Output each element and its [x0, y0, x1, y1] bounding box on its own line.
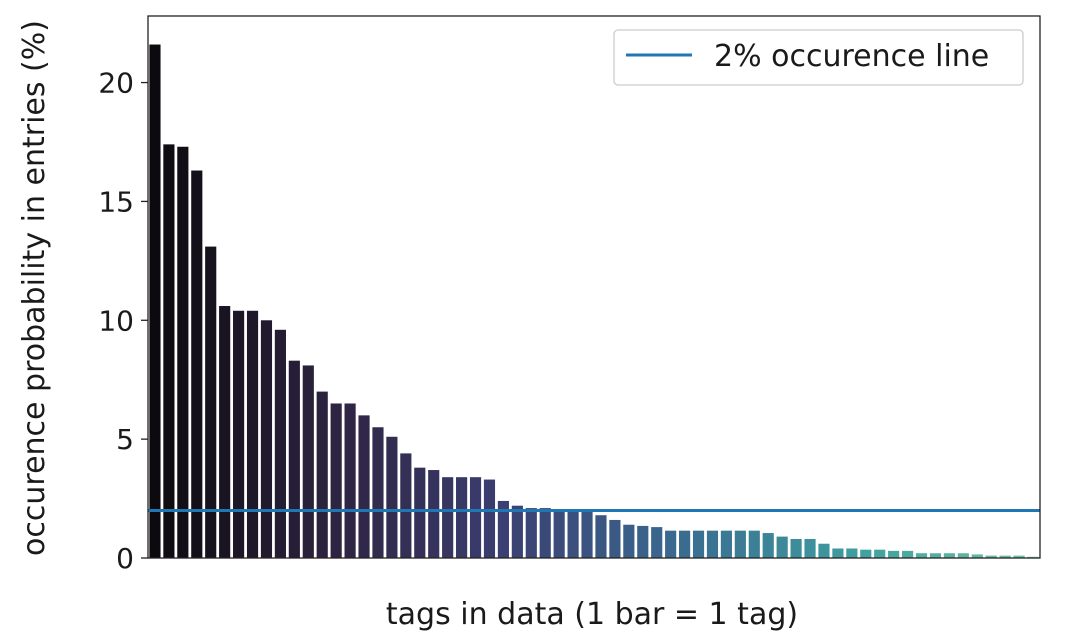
- bar: [288, 360, 300, 558]
- bar: [428, 470, 440, 558]
- y-tick-label: 20: [98, 67, 134, 100]
- bar: [595, 515, 607, 558]
- bar: [832, 548, 844, 558]
- y-axis-ticks: 0 5 10 15 20: [98, 67, 148, 575]
- bar: [567, 510, 579, 558]
- bars-group: [149, 44, 1039, 558]
- bar: [888, 550, 900, 558]
- bar: [706, 530, 719, 558]
- bar: [985, 555, 997, 558]
- bar: [149, 44, 161, 558]
- bar: [581, 510, 593, 558]
- bar: [274, 329, 286, 558]
- bar: [609, 519, 621, 558]
- bar: [943, 553, 955, 558]
- bar: [818, 543, 830, 558]
- bar: [902, 550, 914, 558]
- bar: [260, 320, 273, 558]
- bar: [692, 530, 705, 558]
- bar: [302, 365, 314, 558]
- bar: [999, 555, 1011, 558]
- bar: [679, 530, 691, 558]
- bar: [177, 146, 189, 558]
- bar: [915, 553, 928, 558]
- bar: [497, 500, 509, 558]
- bar: [651, 527, 663, 558]
- bar: [539, 508, 551, 558]
- bar: [316, 391, 328, 558]
- bar: [860, 549, 872, 558]
- bar: [553, 510, 565, 558]
- bar: [456, 477, 468, 558]
- legend-label: 2% occurence line: [714, 39, 989, 74]
- bar: [790, 538, 802, 558]
- bar: [205, 246, 217, 558]
- y-tick-label: 5: [116, 423, 134, 456]
- y-axis-label: occurence probability in entries (%): [17, 20, 52, 556]
- bar: [414, 467, 426, 558]
- bar: [929, 553, 942, 558]
- bar: [623, 524, 635, 558]
- bar: [511, 505, 523, 558]
- bar: [246, 310, 259, 558]
- bar: [874, 549, 886, 558]
- bar: [233, 310, 245, 558]
- bar: [957, 553, 969, 558]
- x-axis-label: tags in data (1 bar = 1 tag): [386, 597, 798, 632]
- y-tick-label: 0: [116, 542, 134, 575]
- bar: [762, 533, 774, 558]
- bar: [219, 306, 231, 558]
- bar: [442, 477, 454, 558]
- legend: 2% occurence line: [613, 29, 1024, 86]
- bar: [330, 403, 342, 558]
- bar: [665, 530, 677, 558]
- plot-frame: [147, 15, 1041, 559]
- bar: [637, 525, 649, 558]
- bar: [720, 530, 732, 558]
- y-tick-label: 10: [98, 304, 134, 337]
- bar: [748, 530, 760, 558]
- bar: [776, 536, 788, 558]
- bar: [386, 436, 398, 558]
- bar: [1013, 555, 1025, 558]
- bar: [358, 415, 370, 558]
- bar: [344, 403, 356, 558]
- bar: [191, 170, 203, 558]
- bar: [804, 538, 816, 558]
- bar: [525, 508, 537, 558]
- bar: [372, 427, 384, 558]
- bar: [400, 453, 412, 558]
- bar: [846, 548, 858, 558]
- bar: [163, 144, 175, 558]
- bar: [483, 479, 496, 558]
- legend-box: [613, 29, 1024, 86]
- bar: [734, 530, 746, 558]
- bar: [469, 477, 482, 558]
- y-tick-label: 15: [98, 185, 134, 218]
- bar: [971, 554, 983, 558]
